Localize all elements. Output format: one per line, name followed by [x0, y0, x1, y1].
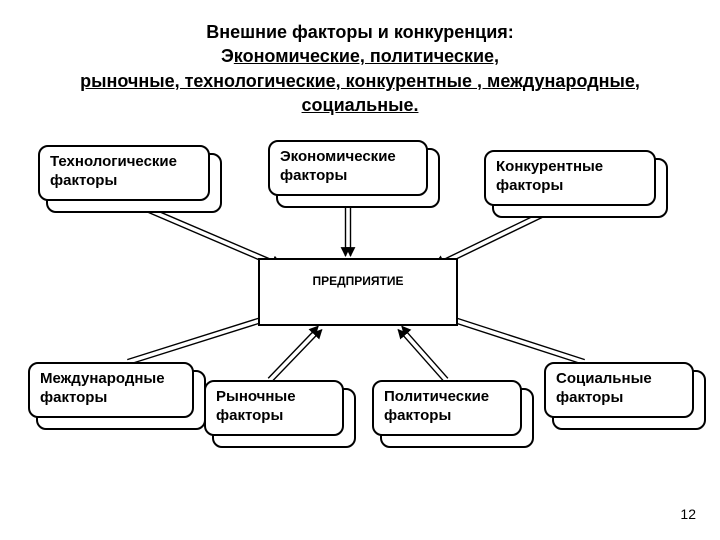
- node-comp-line2: факторы: [496, 177, 563, 194]
- title-line4: социальные.: [302, 95, 419, 115]
- arrow-6-a: [443, 314, 585, 360]
- node-polit-line2: факторы: [384, 407, 451, 424]
- node-tech: Технологические факторы: [38, 145, 218, 209]
- arrow-4-a: [272, 330, 322, 382]
- title-line2-prefix: Э: [221, 46, 234, 66]
- node-intl-box: Международные факторы: [28, 362, 194, 418]
- node-intl-line2: факторы: [40, 389, 107, 406]
- node-market-box: Рыночные факторы: [204, 380, 344, 436]
- arrow-6-b: [441, 318, 583, 364]
- arrow-3-b: [127, 314, 273, 360]
- node-comp-box: Конкурентные факторы: [484, 150, 656, 206]
- node-econ: Экономические факторы: [268, 140, 436, 204]
- node-social-box: Социальные факторы: [544, 362, 694, 418]
- node-tech-line2: факторы: [50, 172, 117, 189]
- title-line1: Внешние факторы и конкуренция:: [206, 22, 514, 42]
- title-line2-rest: кономические, политические,: [234, 46, 499, 66]
- arrow-0-a: [127, 203, 279, 268]
- node-social: Социальные факторы: [544, 362, 702, 426]
- node-market-line2: факторы: [216, 407, 283, 424]
- arrow-3-a: [129, 318, 275, 364]
- node-comp-line1: Конкурентные: [496, 158, 603, 175]
- node-center-label: ПРЕДПРИЯТИЕ: [312, 274, 403, 288]
- page-number: 12: [680, 506, 696, 522]
- arrow-5-a: [402, 326, 448, 378]
- node-polit-line1: Политические: [384, 388, 489, 405]
- node-market-line1: Рыночные: [216, 388, 296, 405]
- node-market: Рыночные факторы: [204, 380, 352, 444]
- node-tech-box: Технологические факторы: [38, 145, 210, 201]
- node-econ-line1: Экономические: [280, 148, 396, 165]
- node-intl-line1: Международные: [40, 370, 165, 387]
- diagram-stage: Внешние факторы и конкуренция: Экономичес…: [0, 0, 720, 540]
- node-tech-line1: Технологические: [50, 153, 177, 170]
- node-center: ПРЕДПРИЯТИЕ: [258, 258, 458, 326]
- node-social-line1: Социальные: [556, 370, 652, 387]
- arrow-4-b: [268, 326, 318, 378]
- node-intl: Международные факторы: [28, 362, 202, 426]
- title-line3: рыночные, технологические, конкурентные …: [80, 71, 640, 91]
- diagram-title: Внешние факторы и конкуренция: Экономичес…: [0, 20, 720, 117]
- arrow-5-b: [398, 330, 444, 382]
- node-social-line2: факторы: [556, 389, 623, 406]
- node-polit: Политические факторы: [372, 380, 530, 444]
- node-econ-box: Экономические факторы: [268, 140, 428, 196]
- node-econ-line2: факторы: [280, 167, 347, 184]
- node-polit-box: Политические факторы: [372, 380, 522, 436]
- node-comp: Конкурентные факторы: [484, 150, 664, 214]
